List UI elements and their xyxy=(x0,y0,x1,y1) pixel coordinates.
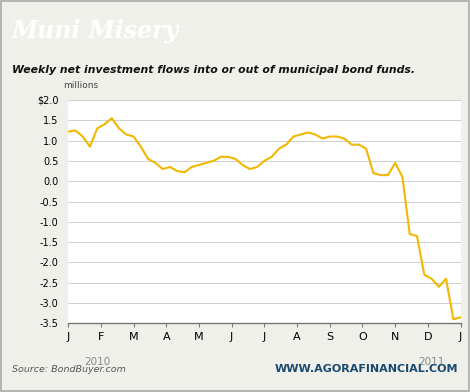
Text: Weekly net investment flows into or out of municipal bond funds.: Weekly net investment flows into or out … xyxy=(12,65,415,76)
Text: WWW.AGORAFINANCIAL.COM: WWW.AGORAFINANCIAL.COM xyxy=(275,364,458,374)
Text: 2010: 2010 xyxy=(85,357,111,367)
Text: millions: millions xyxy=(63,81,99,90)
Text: Muni Misery: Muni Misery xyxy=(12,19,179,43)
Text: 2011: 2011 xyxy=(418,357,444,367)
Text: Source: BondBuyer.com: Source: BondBuyer.com xyxy=(12,365,125,374)
